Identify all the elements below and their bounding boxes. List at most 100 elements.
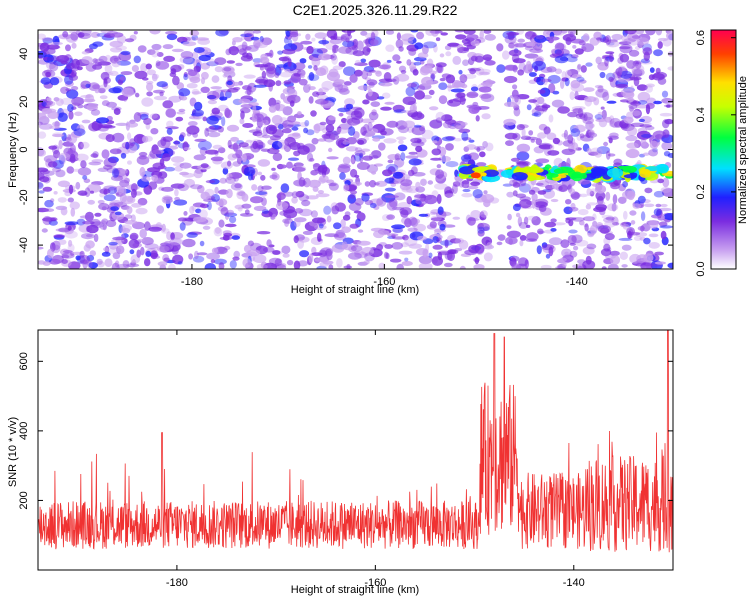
noise-blob (126, 206, 133, 215)
noise-blob (281, 48, 296, 55)
noise-blob (271, 114, 283, 125)
noise-blob (347, 117, 361, 126)
noise-blob (120, 71, 133, 76)
noise-blob (135, 92, 140, 98)
noise-blob (257, 159, 271, 167)
noise-blob (286, 259, 294, 266)
noise-blob (334, 79, 345, 85)
noise-blob (38, 182, 44, 188)
noise-blob (336, 258, 343, 268)
noise-blob (255, 126, 262, 132)
noise-blob (332, 65, 343, 71)
noise-blob (392, 54, 401, 62)
noise-blob (457, 46, 470, 54)
noise-blob (582, 216, 595, 222)
noise-blob (655, 203, 662, 208)
noise-blob (172, 75, 180, 86)
noise-blob (177, 261, 183, 265)
colorbar-tick-label: 0.4 (695, 107, 707, 122)
noise-blob (347, 252, 362, 260)
noise-blob (528, 72, 537, 77)
noise-blob (42, 170, 55, 176)
noise-blob (576, 76, 585, 82)
noise-blob (338, 61, 346, 68)
noise-blob (52, 167, 61, 173)
noise-blob (342, 156, 351, 165)
noise-blob (418, 262, 433, 269)
noise-blob (81, 233, 95, 240)
noise-blob (571, 108, 584, 113)
noise-blob (564, 77, 570, 87)
noise-blob (139, 228, 147, 239)
noise-blob (662, 177, 670, 188)
noise-blob (497, 234, 506, 241)
noise-blob (51, 144, 60, 155)
noise-blob (535, 182, 544, 186)
noise-blob (192, 132, 198, 138)
noise-blob (648, 233, 659, 238)
noise-blob (570, 128, 581, 137)
noise-blob (458, 69, 463, 75)
noise-blob (430, 157, 442, 161)
noise-blob (129, 249, 135, 255)
noise-blob (429, 119, 443, 129)
noise-blob (430, 217, 445, 222)
noise-blob (291, 126, 299, 131)
noise-blob (344, 98, 355, 106)
noise-blob (189, 206, 195, 214)
noise-blob (274, 99, 281, 105)
noise-blob (566, 56, 578, 63)
noise-blob (484, 60, 496, 66)
noise-blob (70, 130, 82, 138)
noise-blob (518, 62, 526, 72)
noise-blob (145, 63, 152, 70)
noise-blob (314, 32, 327, 39)
noise-blob (68, 74, 78, 81)
noise-blob (213, 258, 227, 265)
noise-blob (667, 153, 673, 158)
noise-blob (373, 230, 385, 239)
noise-blob (111, 262, 120, 269)
colorbar-tick-label: 0.2 (695, 184, 707, 199)
noise-blob (226, 80, 233, 86)
noise-blob (580, 65, 587, 73)
noise-blob (391, 207, 405, 211)
noise-blob (601, 266, 607, 269)
noise-blob (582, 260, 596, 269)
noise-blob (447, 82, 452, 92)
noise-blob (503, 118, 517, 126)
noise-blob (274, 72, 280, 78)
noise-blob (200, 191, 210, 200)
noise-blob (182, 56, 196, 65)
noise-blob (370, 32, 376, 42)
noise-blob (319, 175, 329, 183)
noise-blob (167, 145, 179, 150)
noise-blob (535, 138, 542, 146)
noise-blob (657, 207, 672, 212)
noise-blob (190, 184, 203, 190)
noise-blob (306, 45, 314, 55)
noise-blob (596, 201, 606, 205)
noise-blob (516, 143, 531, 153)
noise-blob (133, 112, 142, 122)
noise-blob (206, 252, 221, 260)
noise-blob (642, 121, 652, 125)
noise-blob (511, 84, 518, 90)
noise-blob (408, 243, 423, 249)
noise-blob (43, 155, 58, 163)
noise-blob (90, 31, 101, 38)
noise-blob (362, 155, 373, 161)
noise-blob (642, 152, 650, 156)
noise-blob (526, 60, 532, 70)
noise-blob (162, 136, 174, 142)
noise-blob (401, 186, 413, 193)
noise-blob (232, 37, 243, 43)
noise-blob (222, 167, 229, 175)
noise-blob (229, 216, 237, 224)
noise-blob (165, 108, 176, 118)
noise-blob (653, 190, 665, 198)
noise-blob (444, 239, 449, 248)
noise-blob (439, 77, 446, 82)
noise-blob (588, 123, 595, 129)
noise-blob (55, 169, 66, 178)
